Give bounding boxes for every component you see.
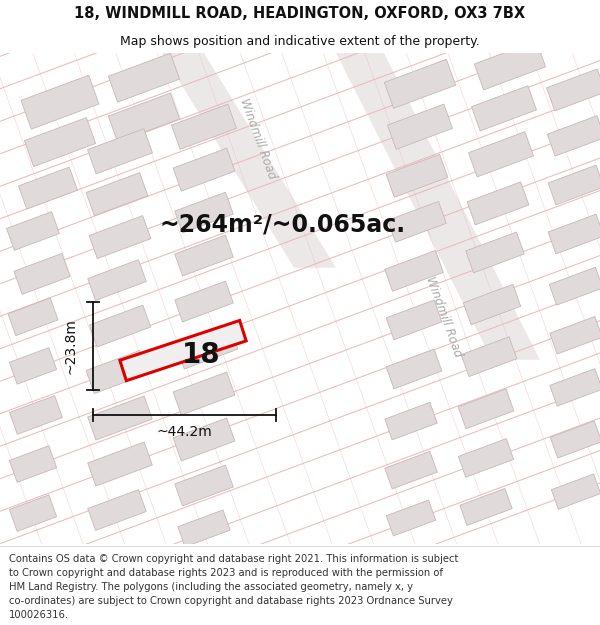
Polygon shape xyxy=(385,451,437,489)
Polygon shape xyxy=(460,489,512,526)
Polygon shape xyxy=(550,421,600,458)
Text: ~23.8m: ~23.8m xyxy=(63,318,77,374)
Polygon shape xyxy=(175,465,233,506)
Polygon shape xyxy=(175,192,233,233)
Polygon shape xyxy=(88,396,152,440)
Polygon shape xyxy=(458,439,514,477)
Polygon shape xyxy=(386,500,436,536)
Polygon shape xyxy=(109,93,179,142)
Polygon shape xyxy=(386,300,442,340)
Polygon shape xyxy=(463,284,521,325)
Polygon shape xyxy=(173,418,235,461)
Polygon shape xyxy=(176,326,238,369)
Text: 18, WINDMILL ROAD, HEADINGTON, OXFORD, OX3 7BX: 18, WINDMILL ROAD, HEADINGTON, OXFORD, O… xyxy=(74,6,526,21)
Polygon shape xyxy=(475,41,545,90)
Polygon shape xyxy=(173,148,235,191)
Polygon shape xyxy=(469,132,533,177)
Polygon shape xyxy=(8,298,58,336)
Text: Windmill Road: Windmill Road xyxy=(238,97,278,181)
Polygon shape xyxy=(88,259,146,301)
Text: ~264m²/~0.065ac.: ~264m²/~0.065ac. xyxy=(159,213,405,237)
Polygon shape xyxy=(10,495,56,531)
Polygon shape xyxy=(461,337,517,377)
Polygon shape xyxy=(109,53,179,102)
Polygon shape xyxy=(547,69,600,111)
Polygon shape xyxy=(550,316,600,354)
Polygon shape xyxy=(120,321,246,381)
Polygon shape xyxy=(175,235,233,276)
Polygon shape xyxy=(162,53,336,268)
Text: Map shows position and indicative extent of the property.: Map shows position and indicative extent… xyxy=(120,35,480,48)
Polygon shape xyxy=(336,53,540,360)
Polygon shape xyxy=(89,305,151,347)
Polygon shape xyxy=(88,129,152,174)
Polygon shape xyxy=(88,442,152,486)
Polygon shape xyxy=(386,349,442,389)
Polygon shape xyxy=(388,104,452,149)
Polygon shape xyxy=(7,212,59,251)
Polygon shape xyxy=(25,118,95,166)
Polygon shape xyxy=(10,348,56,384)
Polygon shape xyxy=(86,173,148,216)
Polygon shape xyxy=(547,116,600,156)
Polygon shape xyxy=(172,104,236,149)
Polygon shape xyxy=(458,389,514,429)
Text: Windmill Road: Windmill Road xyxy=(424,274,464,359)
Polygon shape xyxy=(550,369,600,406)
Polygon shape xyxy=(86,351,148,394)
Polygon shape xyxy=(551,474,600,509)
Polygon shape xyxy=(173,372,235,415)
Polygon shape xyxy=(466,232,524,273)
Polygon shape xyxy=(89,216,151,259)
Polygon shape xyxy=(386,154,448,198)
Polygon shape xyxy=(549,268,600,305)
Polygon shape xyxy=(10,446,56,483)
Text: ~44.2m: ~44.2m xyxy=(157,425,212,439)
Polygon shape xyxy=(385,59,455,108)
Polygon shape xyxy=(10,396,62,434)
Text: Contains OS data © Crown copyright and database right 2021. This information is : Contains OS data © Crown copyright and d… xyxy=(9,554,458,619)
Polygon shape xyxy=(385,402,437,440)
Polygon shape xyxy=(548,165,600,205)
Polygon shape xyxy=(14,254,70,294)
Polygon shape xyxy=(385,251,443,291)
Polygon shape xyxy=(388,201,446,242)
Polygon shape xyxy=(178,510,230,547)
Polygon shape xyxy=(175,281,233,322)
Polygon shape xyxy=(472,86,536,131)
Polygon shape xyxy=(19,167,77,209)
Polygon shape xyxy=(88,489,146,531)
Text: 18: 18 xyxy=(182,341,220,369)
Polygon shape xyxy=(21,75,99,129)
Polygon shape xyxy=(548,214,600,254)
Polygon shape xyxy=(467,182,529,225)
